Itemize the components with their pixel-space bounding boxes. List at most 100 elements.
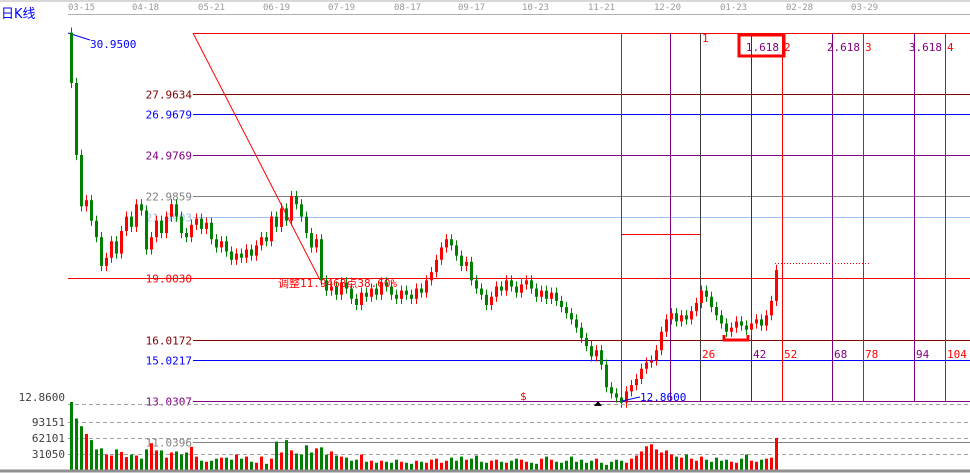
volume-bar: [375, 462, 378, 470]
volume-bar: [135, 455, 138, 470]
volume-bar: [345, 457, 348, 470]
date-tick: 04-18: [132, 3, 159, 13]
volume-bar: [115, 449, 118, 470]
candle-up: [315, 239, 318, 248]
volume-bar: [285, 440, 288, 470]
triangle-marker: [594, 401, 602, 406]
volume-bar: [525, 461, 528, 470]
fib-bottom-label: 26: [702, 348, 715, 361]
candle-up: [435, 259, 438, 273]
volume-bar: [620, 460, 623, 470]
candle-up: [280, 208, 283, 227]
volume-bar: [145, 449, 148, 470]
volume-bar: [550, 459, 553, 470]
level-label: 26.9679: [146, 109, 192, 122]
volume-bar: [245, 456, 248, 470]
volume-bar: [545, 456, 548, 470]
dollar-mark: $: [520, 390, 527, 403]
volume-bar: [110, 455, 113, 470]
volume-bar: [420, 461, 423, 470]
candle-down: [70, 32, 73, 83]
candle-up: [165, 216, 168, 234]
volume-bar: [710, 461, 713, 470]
volume-bar: [130, 454, 133, 470]
volume-bar: [470, 458, 473, 470]
date-tick: 03-15: [68, 3, 95, 13]
date-tick: 11-21: [588, 3, 615, 13]
volume-bar: [75, 418, 78, 470]
volume-bar: [570, 456, 573, 470]
volume-bar: [510, 460, 513, 470]
candle-up: [430, 272, 433, 281]
fib-top-label: 3.618: [909, 41, 942, 54]
volume-bar: [670, 454, 673, 470]
candle-up: [360, 292, 363, 306]
level-label: 27.9634: [146, 89, 193, 102]
candle-down: [115, 241, 118, 254]
fib-bottom-label: 94: [916, 348, 930, 361]
volume-bar: [590, 460, 593, 470]
volume-bar: [705, 459, 708, 470]
candle-up: [155, 220, 158, 238]
candle-down: [555, 292, 558, 301]
volume-bar: [645, 446, 648, 470]
volume-bar: [400, 461, 403, 470]
volume-bar: [265, 463, 268, 470]
candle-up: [775, 270, 778, 301]
volume-bar: [615, 459, 618, 470]
volume-bar: [555, 461, 558, 470]
candle-up: [540, 290, 543, 297]
volume-bar: [610, 461, 613, 470]
candle-up: [635, 379, 638, 386]
candle-down: [740, 321, 743, 326]
candle-down: [705, 290, 708, 297]
candle-up: [150, 237, 153, 250]
volume-bar: [165, 457, 168, 470]
candle-down: [130, 216, 133, 227]
candle-up: [550, 292, 553, 299]
volume-bar: [605, 464, 608, 470]
candle-up: [670, 313, 673, 320]
candle-down: [305, 216, 308, 234]
candle-down: [385, 282, 388, 287]
volume-bar: [765, 458, 768, 470]
fib-bottom-label: 42: [753, 348, 766, 361]
candle-down: [325, 280, 328, 291]
volume-bar: [215, 458, 218, 470]
candle-up: [370, 288, 373, 297]
level-label: 11.0396: [146, 437, 192, 450]
volume-bar: [315, 448, 318, 470]
volume-top-label: 12.8600: [19, 391, 65, 404]
fib-time-lines: 1 26 1.618 42 2 52 2.618 68 3 78 3.618 94 4 104: [621, 32, 967, 401]
volume-bar: [720, 460, 723, 470]
volume-bar: [455, 460, 458, 470]
volume-bar: [685, 454, 688, 470]
level-lines: 27.9634 26.9679 24.9769 22.9859 21.9903 19.00…: [67, 32, 970, 450]
candle-up: [340, 282, 343, 295]
candle-down: [215, 239, 218, 248]
candle-down: [720, 315, 723, 324]
candle-up: [105, 257, 108, 266]
fib-top-label: 3: [865, 41, 872, 54]
candle-up: [765, 315, 768, 326]
volume-bar: [530, 462, 533, 470]
date-axis: 03-15 04-18 05-21 06-19 07-19 08-17 09-17 10-23…: [68, 3, 878, 13]
candle-up: [730, 327, 733, 332]
date-tick: 06-19: [263, 3, 290, 13]
volume-tick: 31050: [32, 448, 65, 461]
candle-down: [345, 282, 348, 289]
volume-bar: [150, 443, 153, 470]
volume-bar: [440, 462, 443, 470]
candle-up: [680, 315, 683, 322]
volume-bar: [70, 401, 73, 470]
volume-bar: [80, 426, 83, 470]
chart-title: 日K线: [1, 7, 36, 22]
candle-down: [585, 337, 588, 347]
candle-up: [425, 280, 428, 293]
candle-up: [750, 323, 753, 330]
volume-bar: [585, 462, 588, 470]
candle-up: [645, 362, 648, 369]
volume-bar: [155, 450, 158, 470]
fib-top-label: 2: [784, 41, 791, 54]
